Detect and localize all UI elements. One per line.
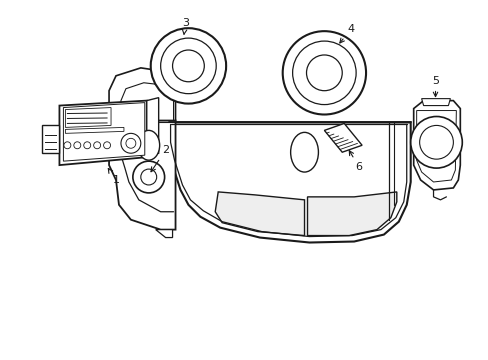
Text: 2: 2: [151, 145, 169, 172]
Circle shape: [94, 142, 101, 149]
Ellipse shape: [290, 132, 318, 172]
Circle shape: [410, 117, 461, 168]
Polygon shape: [41, 125, 60, 153]
Polygon shape: [168, 122, 410, 243]
Text: 4: 4: [339, 24, 354, 43]
Polygon shape: [215, 192, 304, 235]
Polygon shape: [60, 100, 146, 165]
Circle shape: [306, 55, 342, 91]
Polygon shape: [413, 100, 459, 190]
Circle shape: [292, 41, 355, 105]
Circle shape: [161, 38, 216, 94]
Circle shape: [126, 138, 136, 148]
Polygon shape: [146, 98, 158, 157]
Circle shape: [150, 28, 225, 104]
Polygon shape: [109, 121, 175, 230]
Polygon shape: [416, 111, 455, 182]
Polygon shape: [324, 123, 361, 152]
Polygon shape: [307, 192, 396, 235]
Text: 6: 6: [348, 151, 362, 172]
Polygon shape: [65, 108, 111, 127]
Circle shape: [282, 31, 366, 114]
Circle shape: [103, 142, 110, 149]
Text: 1: 1: [108, 168, 119, 185]
Circle shape: [64, 142, 71, 149]
Circle shape: [419, 125, 452, 159]
Polygon shape: [421, 99, 449, 105]
Polygon shape: [109, 68, 175, 121]
Ellipse shape: [138, 130, 160, 160]
Text: 5: 5: [431, 76, 438, 96]
Circle shape: [141, 169, 156, 185]
Text: 3: 3: [182, 18, 188, 34]
Polygon shape: [155, 230, 172, 238]
Circle shape: [83, 142, 90, 149]
Polygon shape: [65, 127, 123, 133]
Circle shape: [172, 50, 204, 82]
Circle shape: [133, 161, 164, 193]
Polygon shape: [63, 103, 144, 161]
Circle shape: [121, 133, 141, 153]
Circle shape: [74, 142, 81, 149]
